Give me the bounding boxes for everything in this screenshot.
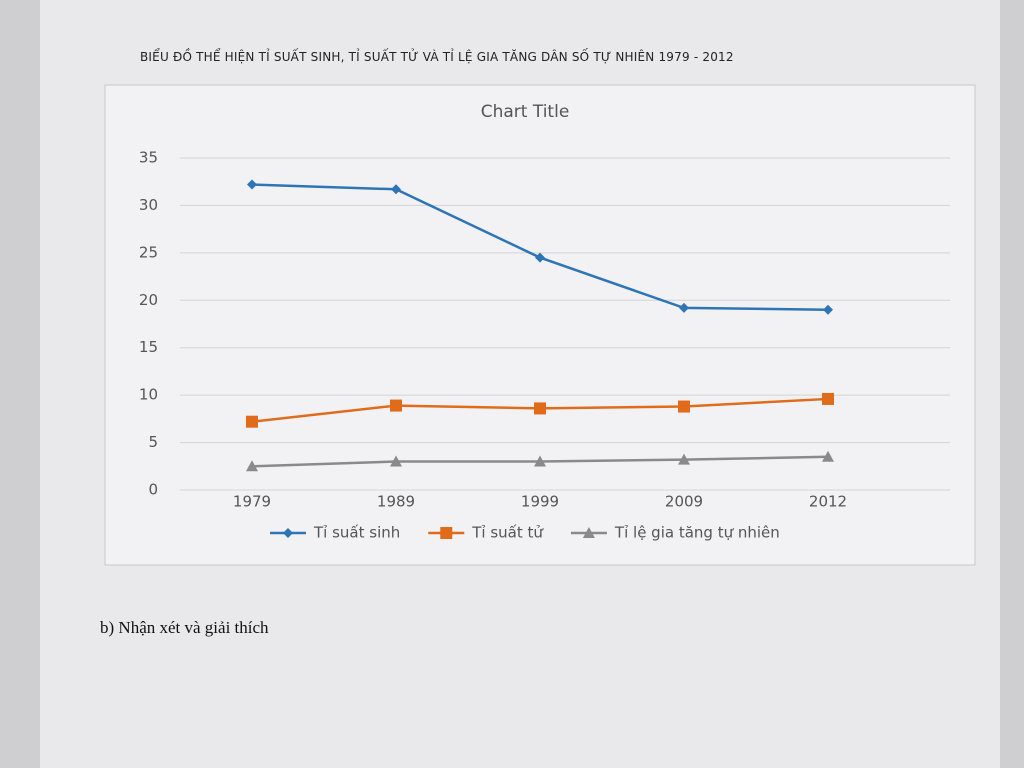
x-tick-label: 2012 [809,493,847,511]
chart-title: Chart Title [481,102,570,122]
marker [534,455,546,467]
marker [391,184,401,195]
chart-area [104,84,976,566]
y-tick-label: 25 [139,243,158,261]
marker [678,400,690,413]
legend-label: Tỉ suất tử [471,524,544,542]
question-text: b) Nhận xét và giải thích [100,618,269,637]
x-tick-label: 2009 [665,493,703,511]
legend-label: Tỉ lệ gia tăng tự nhiên [614,524,780,542]
marker [440,527,453,539]
marker [247,179,257,190]
y-tick-label: 10 [139,386,158,404]
marker [390,455,402,467]
x-tick-label: 1989 [377,493,415,511]
y-tick-label: 15 [139,338,158,356]
y-tick-label: 30 [139,196,158,214]
y-tick-label: 20 [139,291,158,309]
marker [823,304,833,315]
marker [246,460,258,472]
chart: Chart Title 0 5 10 15 20 25 30 35 1979 1989 1999 20… [104,84,976,566]
x-tick-label: 1999 [521,493,559,511]
marker [535,252,545,263]
marker [283,528,293,538]
marker [246,415,258,428]
y-tick-label: 0 [148,481,158,499]
marker [822,450,834,462]
document-heading: BIỂU ĐỒ THỂ HIỆN TỈ SUẤT SINH, TỈ SUẤT T… [140,50,734,64]
marker [678,453,690,465]
marker [679,302,689,313]
legend-label: Tỉ suất sinh [313,524,400,542]
marker [582,527,595,538]
x-tick-label: 1979 [233,493,271,511]
marker [390,399,402,412]
y-tick-label: 5 [148,433,158,451]
y-tick-label: 35 [139,149,158,167]
marker [822,392,834,405]
marker [534,402,546,415]
